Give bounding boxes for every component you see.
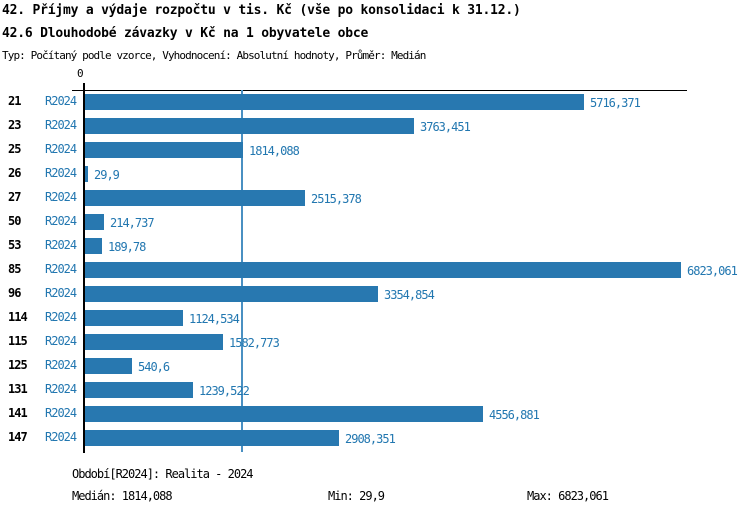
- bar-value-label: 189,78: [108, 240, 146, 254]
- bar: [85, 190, 305, 206]
- row-category-label: 147: [8, 430, 28, 444]
- chart-row: 125 R2024 540,6: [0, 356, 750, 380]
- bar-value-label: 2515,378: [311, 192, 362, 206]
- row-category-label: 21: [8, 94, 21, 108]
- bar-value-label: 1582,773: [229, 336, 280, 350]
- chart-row: 141 R2024 4556,881: [0, 404, 750, 428]
- footer-median: Medián: 1814,088: [72, 489, 173, 503]
- row-series-label: R2024: [45, 190, 77, 204]
- row-series-label: R2024: [45, 238, 77, 252]
- chart-row: 96 R2024 3354,854: [0, 284, 750, 308]
- row-series-label: R2024: [45, 286, 77, 300]
- footer-min: Min: 29,9: [328, 489, 385, 503]
- bar: [85, 286, 378, 302]
- row-category-label: 27: [8, 190, 21, 204]
- chart-row: 147 R2024 2908,351: [0, 428, 750, 452]
- bar: [85, 118, 414, 134]
- chart-row: 26 R2024 29,9: [0, 164, 750, 188]
- meta-line: Typ: Počítaný podle vzorce, Vyhodnocení:…: [2, 49, 426, 62]
- row-category-label: 131: [8, 382, 28, 396]
- bar-value-label: 2908,351: [345, 432, 396, 446]
- chart-row: 114 R2024 1124,534: [0, 308, 750, 332]
- row-category-label: 85: [8, 262, 21, 276]
- bar: [85, 310, 183, 326]
- chart-row: 85 R2024 6823,061: [0, 260, 750, 284]
- bar-value-label: 3354,854: [384, 288, 435, 302]
- row-category-label: 50: [8, 214, 21, 228]
- x-axis-zero-label: 0: [76, 67, 84, 80]
- bar: [85, 358, 132, 374]
- row-category-label: 125: [8, 358, 28, 372]
- row-category-label: 25: [8, 142, 21, 156]
- x-axis-top-line: [72, 90, 687, 91]
- chart-row: 53 R2024 189,78: [0, 236, 750, 260]
- row-category-label: 114: [8, 310, 28, 324]
- row-series-label: R2024: [45, 358, 77, 372]
- bar: [85, 238, 102, 254]
- bar-value-label: 1124,534: [189, 312, 240, 326]
- chart-row: 115 R2024 1582,773: [0, 332, 750, 356]
- page-title: 42. Příjmy a výdaje rozpočtu v tis. Kč (…: [2, 3, 521, 18]
- bar: [85, 406, 483, 422]
- row-category-label: 26: [8, 166, 21, 180]
- chart-row: 131 R2024 1239,522: [0, 380, 750, 404]
- chart-row: 27 R2024 2515,378: [0, 188, 750, 212]
- chart-row: 25 R2024 1814,088: [0, 140, 750, 164]
- bar: [85, 166, 88, 182]
- row-category-label: 141: [8, 406, 28, 420]
- row-series-label: R2024: [45, 118, 77, 132]
- bar-value-label: 3763,451: [420, 120, 471, 134]
- bar-value-label: 5716,371: [590, 96, 641, 110]
- chart-row: 50 R2024 214,737: [0, 212, 750, 236]
- bar-value-label: 1239,522: [199, 384, 250, 398]
- bar-value-label: 214,737: [110, 216, 155, 230]
- bar: [85, 94, 584, 110]
- chart-row: 21 R2024 5716,371: [0, 92, 750, 116]
- row-series-label: R2024: [45, 310, 77, 324]
- row-series-label: R2024: [45, 166, 77, 180]
- row-series-label: R2024: [45, 142, 77, 156]
- x-axis-zero-tick: [83, 83, 85, 91]
- bar-value-label: 29,9: [94, 168, 120, 182]
- row-series-label: R2024: [45, 262, 77, 276]
- bar: [85, 382, 193, 398]
- footer-max: Max: 6823,061: [527, 489, 609, 503]
- row-category-label: 96: [8, 286, 21, 300]
- row-category-label: 23: [8, 118, 21, 132]
- bar-value-label: 4556,881: [489, 408, 540, 422]
- bar: [85, 214, 104, 230]
- bar: [85, 142, 243, 158]
- row-category-label: 53: [8, 238, 21, 252]
- row-category-label: 115: [8, 334, 28, 348]
- bar-value-label: 6823,061: [687, 264, 738, 278]
- page-subtitle: 42.6 Dlouhodobé závazky v Kč na 1 obyvat…: [2, 26, 369, 41]
- bar: [85, 262, 681, 278]
- bar: [85, 430, 339, 446]
- row-series-label: R2024: [45, 94, 77, 108]
- bar: [85, 334, 223, 350]
- row-series-label: R2024: [45, 382, 77, 396]
- footer-period: Období[R2024]: Realita - 2024: [72, 467, 254, 481]
- bar-value-label: 540,6: [138, 360, 170, 374]
- row-series-label: R2024: [45, 430, 77, 444]
- row-series-label: R2024: [45, 334, 77, 348]
- row-series-label: R2024: [45, 406, 77, 420]
- y-axis-line: [83, 90, 85, 453]
- row-series-label: R2024: [45, 214, 77, 228]
- bar-value-label: 1814,088: [249, 144, 300, 158]
- chart-row: 23 R2024 3763,451: [0, 116, 750, 140]
